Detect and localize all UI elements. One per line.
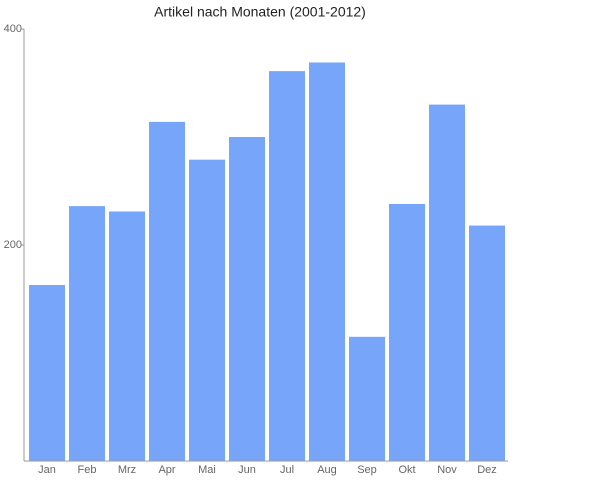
x-tick-label: Sep xyxy=(357,464,377,476)
bar xyxy=(69,206,105,461)
bar xyxy=(429,104,465,461)
bar xyxy=(469,225,505,461)
chart-title: Artikel nach Monaten (2001-2012) xyxy=(154,4,366,20)
bar xyxy=(109,211,145,461)
x-tick-label: Jun xyxy=(238,464,256,476)
bar xyxy=(389,203,425,461)
bar xyxy=(309,62,345,461)
y-tick-label: 200 xyxy=(4,239,22,251)
x-tick-label: Okt xyxy=(398,464,415,476)
x-tick-label: Nov xyxy=(437,464,457,476)
x-tick-label: Aug xyxy=(317,464,337,476)
bar xyxy=(189,159,225,461)
x-tick-label: Jul xyxy=(280,464,294,476)
bar xyxy=(349,336,385,461)
bar xyxy=(149,121,185,461)
y-tick-label: 400 xyxy=(4,23,22,35)
bar xyxy=(229,137,265,461)
x-tick-label: Mrz xyxy=(118,464,136,476)
bar xyxy=(29,284,65,461)
x-tick-label: Apr xyxy=(158,464,175,476)
x-tick-label: Dez xyxy=(477,464,497,476)
x-tick-label: Mai xyxy=(198,464,216,476)
x-tick-label: Jan xyxy=(38,464,56,476)
x-tick-label: Feb xyxy=(78,464,97,476)
bar xyxy=(269,71,305,462)
